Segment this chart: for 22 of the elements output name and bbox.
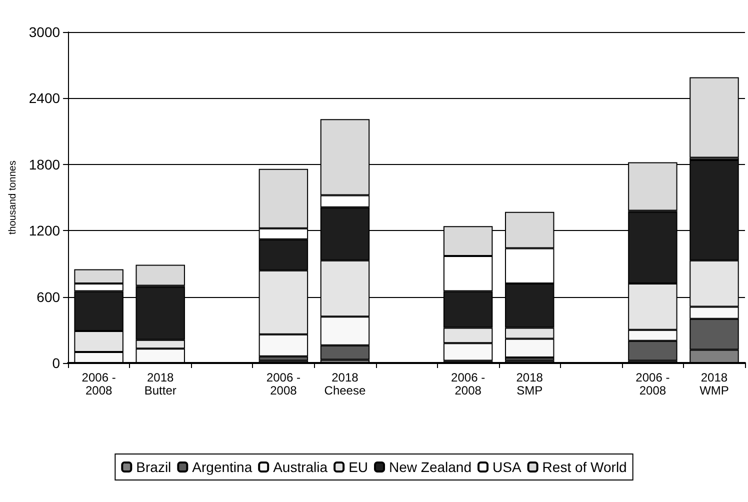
legend-label: Argentina [192,459,252,475]
x-tick-label: 2006 - 2008 [82,370,116,398]
legend-label: Australia [273,459,328,475]
legend-label: USA [492,459,522,475]
y-tick-label: 600 [36,288,60,305]
x-tick-label: 2006 - 2008 [636,370,670,398]
x-tick-label: 2018 WMP [700,370,729,398]
legend-label: Rest of World [542,459,627,475]
legend-label: Brazil [136,459,172,475]
y-axis-title: thousand tonnes [8,160,18,234]
x-tick-label: 2018 Butter [144,370,176,398]
y-tick-label: 0 [52,355,60,371]
legend-label: New Zealand [389,459,472,475]
y-tick-label: 2400 [28,90,60,106]
legend-label: EU [348,459,368,475]
x-tick-label: 2018 Cheese [324,370,366,398]
y-tick-label: 1200 [28,222,60,239]
x-tick-label: 2006 - 2008 [451,370,486,398]
x-tick-label: 2006 - 2008 [266,370,300,398]
y-tick-label: 1800 [28,156,60,172]
y-tick-label: 3000 [28,24,60,40]
x-tick-label: 2018 SMP [516,370,544,398]
